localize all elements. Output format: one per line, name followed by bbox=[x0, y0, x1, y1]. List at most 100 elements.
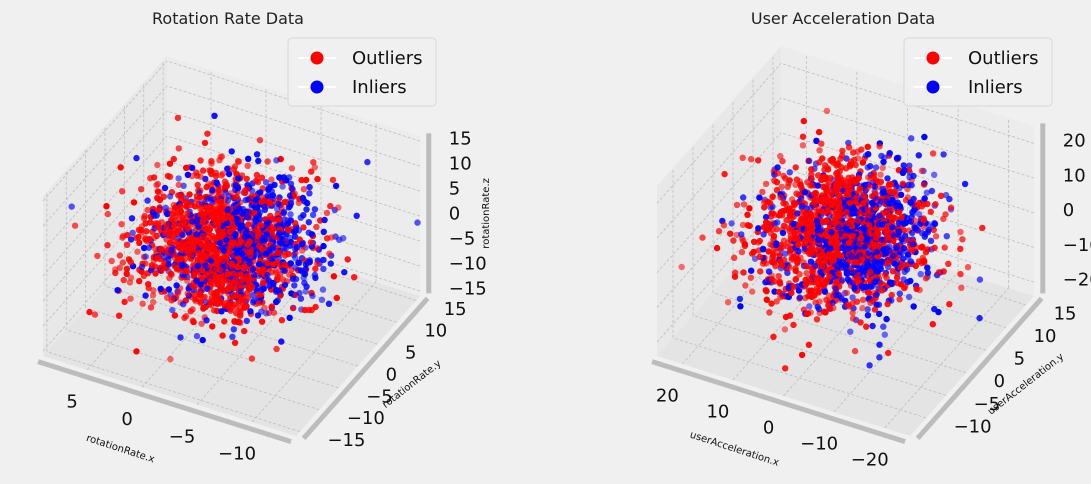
data-point bbox=[177, 334, 184, 341]
data-point bbox=[168, 216, 176, 223]
data-point bbox=[935, 308, 942, 316]
data-point bbox=[203, 317, 210, 324]
data-point bbox=[897, 264, 904, 271]
legend-marker bbox=[926, 51, 940, 65]
data-point bbox=[265, 186, 272, 193]
data-point bbox=[306, 183, 313, 191]
data-point bbox=[312, 265, 319, 272]
data-point bbox=[790, 220, 797, 228]
data-point bbox=[850, 149, 857, 156]
data-point bbox=[275, 216, 283, 223]
data-point bbox=[275, 230, 283, 237]
data-point bbox=[152, 245, 159, 253]
data-point bbox=[861, 243, 868, 251]
data-point bbox=[257, 221, 264, 228]
data-point bbox=[893, 182, 900, 190]
data-point bbox=[808, 287, 816, 294]
data-point bbox=[947, 204, 955, 211]
data-point bbox=[269, 244, 277, 251]
data-point bbox=[184, 290, 191, 297]
data-point bbox=[776, 252, 783, 259]
data-point bbox=[874, 268, 881, 275]
legend-label: Inliers bbox=[352, 77, 407, 98]
data-point bbox=[227, 307, 234, 314]
data-point bbox=[819, 237, 826, 244]
data-point bbox=[780, 200, 787, 207]
data-point bbox=[889, 223, 896, 231]
data-point bbox=[130, 199, 138, 206]
data-point bbox=[896, 208, 903, 216]
data-point bbox=[207, 182, 214, 189]
z-tick-label: 10 bbox=[449, 153, 472, 174]
data-point bbox=[123, 265, 131, 273]
data-point bbox=[136, 277, 143, 285]
data-point bbox=[325, 300, 333, 307]
data-point bbox=[849, 269, 856, 277]
data-point bbox=[920, 216, 927, 224]
data-point bbox=[210, 252, 217, 259]
data-point bbox=[957, 228, 964, 236]
data-point bbox=[259, 246, 266, 253]
data-point bbox=[866, 283, 873, 290]
data-point bbox=[741, 242, 749, 250]
data-point bbox=[173, 265, 181, 272]
legend-marker bbox=[310, 80, 324, 94]
data-point bbox=[878, 287, 886, 294]
data-point bbox=[793, 234, 801, 241]
data-point bbox=[771, 177, 778, 184]
data-point bbox=[823, 194, 830, 202]
data-point bbox=[773, 298, 780, 305]
z-tick-label: 0 bbox=[449, 203, 460, 224]
data-point bbox=[871, 190, 879, 197]
data-point bbox=[171, 207, 179, 214]
data-point bbox=[755, 239, 762, 246]
data-point bbox=[271, 181, 278, 189]
data-point bbox=[275, 249, 282, 256]
data-point bbox=[255, 157, 262, 165]
data-point bbox=[912, 262, 919, 270]
data-point bbox=[297, 295, 305, 302]
data-point bbox=[319, 286, 327, 293]
data-point bbox=[824, 187, 831, 195]
data-point bbox=[899, 169, 907, 176]
data-point bbox=[737, 303, 744, 310]
data-point bbox=[295, 259, 302, 266]
data-point bbox=[872, 291, 880, 299]
data-point bbox=[798, 351, 806, 359]
data-point bbox=[915, 258, 923, 265]
data-point bbox=[909, 229, 916, 236]
data-point bbox=[193, 192, 201, 200]
data-point bbox=[292, 275, 300, 283]
data-point bbox=[780, 237, 788, 244]
y-tick-label: 0 bbox=[994, 371, 1005, 392]
y-axis-line bbox=[915, 296, 1044, 441]
data-point bbox=[119, 259, 127, 266]
data-point bbox=[200, 305, 207, 312]
x-tick-label: 5 bbox=[66, 392, 77, 413]
data-point bbox=[264, 271, 271, 279]
x-axis-line bbox=[37, 359, 292, 444]
data-point bbox=[173, 212, 180, 219]
data-point bbox=[146, 235, 153, 243]
data-point bbox=[812, 262, 819, 270]
y-tick-label: −10 bbox=[954, 416, 992, 437]
data-point bbox=[287, 180, 295, 188]
data-point bbox=[866, 230, 873, 237]
data-point bbox=[244, 241, 251, 248]
data-point bbox=[243, 272, 251, 279]
data-point bbox=[940, 151, 947, 158]
grid-z-wall-y bbox=[166, 135, 421, 217]
data-point bbox=[263, 231, 271, 238]
data-point bbox=[976, 314, 983, 322]
y-tick-label: 0 bbox=[386, 364, 397, 385]
data-point bbox=[864, 164, 871, 171]
data-point bbox=[851, 207, 859, 214]
data-point bbox=[858, 234, 865, 241]
data-point bbox=[307, 239, 315, 246]
data-point bbox=[302, 176, 310, 184]
data-point bbox=[890, 252, 897, 260]
data-point bbox=[289, 304, 297, 312]
data-point bbox=[243, 317, 250, 325]
grid-y-floor bbox=[692, 314, 947, 396]
data-point bbox=[801, 188, 809, 196]
